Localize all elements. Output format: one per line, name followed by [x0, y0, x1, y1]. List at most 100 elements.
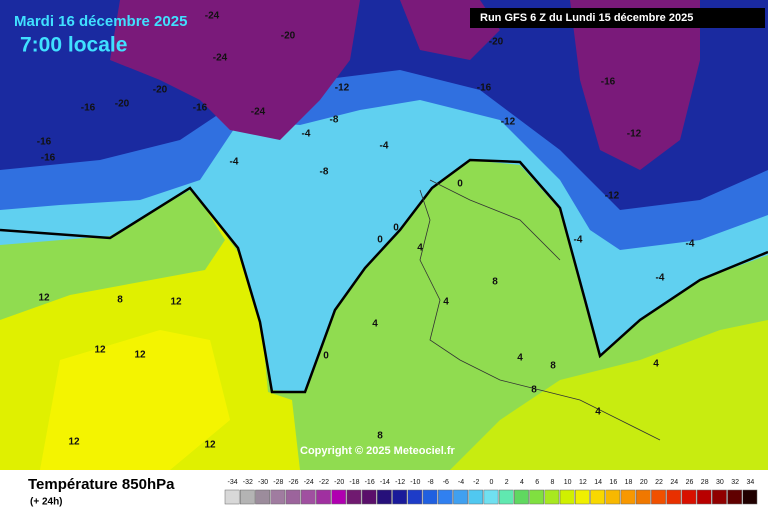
legend-label: 12 — [579, 479, 587, 486]
legend-swatch — [407, 489, 423, 505]
legend-swatch — [285, 489, 301, 505]
legend-label: -2 — [473, 479, 479, 486]
legend-swatch — [620, 489, 636, 505]
contour-label: 12 — [94, 345, 106, 356]
legend-swatch — [346, 489, 362, 505]
legend-swatch — [498, 489, 514, 505]
footer-subtitle: (+ 24h) — [30, 497, 63, 508]
contour-label: -20 — [153, 85, 168, 96]
contour-label: -16 — [37, 137, 52, 148]
legend-label: 20 — [640, 479, 648, 486]
contour-label: 4 — [517, 353, 523, 364]
legend-swatch — [224, 489, 240, 505]
contour-label: -12 — [627, 129, 642, 140]
legend-swatch — [727, 489, 743, 505]
legend-label: 22 — [655, 479, 663, 486]
legend-label: 2 — [505, 479, 509, 486]
map-time: 7:00 locale — [20, 34, 127, 57]
contour-label: 0 — [393, 223, 399, 234]
contour-label: -20 — [281, 31, 296, 42]
legend-label: 10 — [564, 479, 572, 486]
legend-swatch — [590, 489, 605, 505]
contour-label: -4 — [380, 141, 389, 152]
contour-label: 4 — [417, 243, 423, 254]
legend-swatch — [483, 489, 499, 505]
contour-label: 12 — [38, 293, 50, 304]
legend-swatch — [605, 489, 621, 505]
polar-core-east — [570, 0, 700, 170]
warm-east — [450, 320, 768, 470]
contour-label: -16 — [477, 83, 492, 94]
contour-label: -16 — [193, 103, 208, 114]
legend-label: 6 — [535, 479, 539, 486]
contour-label: 12 — [170, 297, 182, 308]
contour-label: -4 — [686, 239, 695, 250]
contour-label: 4 — [372, 319, 378, 330]
legend-swatch — [635, 489, 651, 505]
legend-label: 26 — [686, 479, 694, 486]
legend-swatch — [331, 489, 347, 505]
legend-label: 18 — [625, 479, 633, 486]
contour-label: 4 — [443, 297, 449, 308]
legend-label: 8 — [550, 479, 554, 486]
contour-label: -16 — [81, 103, 96, 114]
legend-label: 4 — [520, 479, 524, 486]
contour-label: -8 — [320, 167, 329, 178]
legend-label: 16 — [609, 479, 617, 486]
coastlines — [419, 179, 661, 441]
contour-label: 8 — [492, 277, 498, 288]
legend-label: 24 — [670, 479, 678, 486]
contour-label: -20 — [489, 37, 504, 48]
legend-swatch — [361, 489, 377, 505]
legend-label: 0 — [490, 479, 494, 486]
legend-swatch — [468, 489, 484, 505]
footer-title: Température 850hPa — [28, 476, 175, 493]
legend-label: -34 — [228, 479, 238, 486]
legend-label: -8 — [427, 479, 433, 486]
run-box — [470, 8, 765, 28]
contour-label: 12 — [204, 440, 216, 451]
legend-label: -26 — [288, 479, 298, 486]
contour-label: 0 — [377, 235, 383, 246]
legend-swatch — [575, 489, 590, 505]
contour-label: -20 — [115, 99, 130, 110]
legend-label: -22 — [319, 479, 329, 486]
contour-label: -24 — [205, 11, 220, 22]
legend-swatch — [255, 489, 270, 505]
contour-label: -24 — [213, 53, 228, 64]
legend-label: -24 — [304, 479, 314, 486]
contour-labels: -24 -20 -16 -16 -20 -16 -16 -20 -24 -24 -12 -8 -4 -4 -… — [37, 11, 695, 451]
contour-label: 8 — [117, 295, 123, 306]
legend-swatch — [514, 489, 529, 505]
legend-swatch — [422, 489, 438, 505]
legend-label: 30 — [716, 479, 724, 486]
legend-swatch — [696, 489, 712, 505]
contour-label: 8 — [377, 431, 383, 442]
contour-label: -8 — [330, 115, 339, 126]
contour-label: 0 — [323, 351, 329, 362]
warm-core — [40, 330, 230, 470]
legend-swatch — [651, 489, 666, 505]
legend-label: -32 — [243, 479, 253, 486]
legend-label: -30 — [258, 479, 268, 486]
contour-label: 0 — [457, 179, 463, 190]
contour-label: -16 — [601, 77, 616, 88]
legend-swatch — [681, 489, 697, 505]
contour-label: 8 — [550, 361, 556, 372]
legend-swatch — [666, 489, 682, 505]
legend-label: -10 — [410, 479, 420, 486]
legend-label: 14 — [594, 479, 602, 486]
map-date: Mardi 16 décembre 2025 — [14, 13, 187, 30]
legend-swatch — [529, 489, 545, 505]
contour-label: 4 — [595, 407, 601, 418]
contour-label: -24 — [251, 107, 266, 118]
contour-label: 12 — [134, 350, 146, 361]
contour-label: -4 — [656, 273, 665, 284]
legend-swatch — [392, 489, 407, 505]
legend-swatch — [742, 489, 758, 505]
legend-swatch — [300, 489, 316, 505]
legend-label: -28 — [273, 479, 283, 486]
legend-label: 32 — [731, 479, 739, 486]
legend-label: -18 — [349, 479, 359, 486]
legend-swatch — [239, 489, 255, 505]
